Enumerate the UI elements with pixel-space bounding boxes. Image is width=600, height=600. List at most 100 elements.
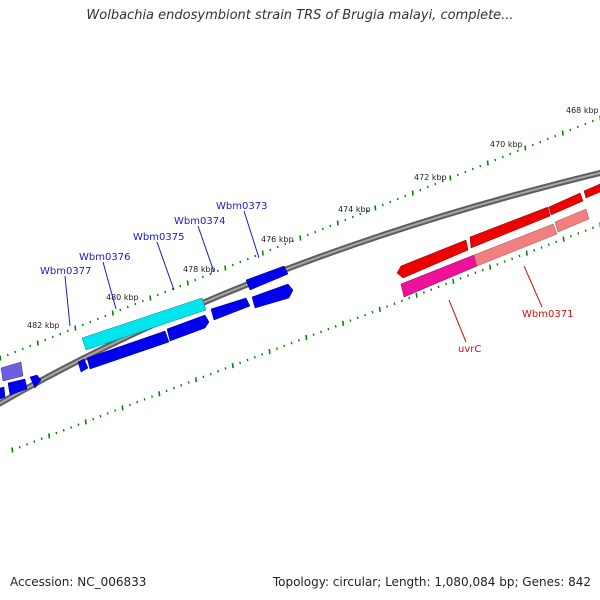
gene-reverse-d[interactable] — [583, 183, 600, 199]
outer-scale-tick — [404, 194, 407, 198]
outer-scale-tick — [156, 293, 159, 297]
gene-forward-g[interactable] — [29, 374, 42, 389]
outer-scale-tick — [486, 160, 489, 166]
gene-wbm0373[interactable] — [245, 265, 289, 291]
outer-scale-tick — [306, 233, 309, 237]
gene-label-wbm0377[interactable]: Wbm0377 — [40, 266, 91, 277]
inner-scale-tick — [459, 277, 462, 280]
inner-scale-tick — [364, 313, 367, 317]
accession-text: Accession: NC_006833 — [10, 575, 147, 589]
inner-scale-tick — [437, 285, 440, 289]
inner-scale-tick — [77, 423, 80, 426]
gene-label-wbm0371[interactable]: Wbm0371 — [522, 309, 573, 320]
inner-scale-tick — [187, 381, 190, 384]
gene-forward-a[interactable] — [251, 283, 294, 309]
inner-scale-tick — [158, 391, 161, 397]
gene-forward-e[interactable] — [0, 361, 24, 382]
inner-scale-tick — [48, 433, 51, 439]
gene-forward-d[interactable] — [77, 358, 89, 373]
inner-scale-tick — [422, 291, 425, 294]
gene-label-wbm0374[interactable]: Wbm0374 — [174, 216, 225, 227]
inner-scale-tick — [393, 302, 396, 306]
gene-labels: Wbm0373 Wbm0374 Wbm0375 Wbm0376 Wbm0377 … — [40, 201, 573, 355]
outer-scale-tick — [314, 230, 317, 234]
gene-forward-h[interactable] — [0, 386, 6, 400]
genome-backbone — [0, 170, 600, 407]
outer-scale-tick — [224, 265, 227, 271]
inner-scale-tick — [136, 400, 139, 404]
inner-scale-tick — [246, 358, 249, 362]
gene-label-uvrc[interactable]: uvrC — [458, 344, 481, 355]
inner-scale-tick — [474, 271, 477, 275]
inner-scale-tick — [62, 429, 65, 432]
scale-label-472: 472 kbp — [414, 173, 447, 182]
gene-reverse-a[interactable] — [396, 239, 469, 279]
inner-scale-tick — [121, 405, 124, 411]
outer-scale-tick — [119, 308, 122, 312]
outer-scale-tick — [254, 254, 257, 258]
gene-reverse-b[interactable] — [469, 206, 551, 249]
outer-scale-tick — [419, 188, 422, 192]
outer-scale-tick — [479, 164, 482, 168]
inner-scale-tick — [275, 347, 278, 351]
gene-reverse-pale[interactable] — [554, 208, 590, 233]
inner-scale-tick — [26, 443, 28, 446]
outer-scale-tick — [284, 242, 287, 246]
outer-scale-tick — [539, 140, 542, 144]
gene-forward-c[interactable] — [86, 330, 170, 370]
outer-scale-tick — [584, 122, 587, 126]
inner-scale-tick — [261, 353, 264, 356]
inner-scale-tick — [173, 386, 175, 390]
outer-scale-tick — [179, 284, 182, 288]
inner-scale-tick — [511, 257, 514, 261]
inner-scale-tick — [40, 437, 43, 441]
gene-forward-b[interactable] — [166, 314, 210, 342]
outer-scale-tick — [389, 200, 392, 204]
gene-wbm0371[interactable] — [473, 223, 558, 267]
gene-reverse-c[interactable] — [548, 192, 584, 216]
inner-scale-tick — [555, 240, 558, 244]
inner-scale-tick — [297, 338, 300, 342]
outer-scale-tick — [239, 260, 242, 264]
outer-scale-tick — [59, 332, 62, 336]
scale-label-470: 470 kbp — [490, 140, 523, 149]
outer-scale-tick — [216, 269, 219, 273]
outer-scale-tick — [44, 338, 47, 342]
inner-scale-tick — [99, 414, 102, 418]
inner-scale-tick — [334, 324, 337, 328]
inner-scale-tick — [518, 254, 521, 258]
inner-scale-tick — [467, 274, 469, 277]
inner-scale-tick — [224, 367, 227, 370]
inner-scale-tick — [92, 417, 95, 421]
inner-scale-tick — [481, 268, 484, 272]
outer-scale-tick — [149, 295, 152, 301]
gene-forward-f[interactable] — [7, 378, 28, 396]
gene-label-wbm0373[interactable]: Wbm0373 — [216, 201, 267, 212]
inner-scale-tick — [569, 235, 572, 238]
gene-wbm0376-highlight[interactable] — [81, 297, 207, 351]
inner-scale-tick — [195, 377, 198, 383]
inner-scale-tick — [33, 440, 36, 443]
outer-scale-tick — [111, 310, 114, 316]
outer-scale-tick — [164, 290, 167, 294]
gene-wbm0374[interactable] — [210, 297, 251, 321]
scale-label-474: 474 kbp — [338, 205, 371, 214]
forward-genes-outer — [0, 265, 294, 400]
gene-label-wbm0375[interactable]: Wbm0375 — [133, 232, 184, 243]
outer-scale-tick — [381, 203, 384, 207]
inner-scale-tick — [11, 447, 14, 453]
outer-scale-tick — [591, 119, 594, 123]
inner-scale-tick — [591, 226, 594, 230]
outer-scale-tick — [509, 152, 512, 156]
inner-scale-tick — [283, 344, 286, 348]
inner-scale-tick — [320, 330, 322, 334]
gene-label-wbm0376[interactable]: Wbm0376 — [79, 252, 130, 263]
inner-scale-tick — [180, 384, 183, 387]
outer-scale-tick — [74, 325, 77, 331]
outer-scale-tick — [36, 340, 39, 346]
inner-scale-tick — [356, 316, 359, 320]
scale-label-476: 476 kbp — [261, 235, 294, 244]
outer-scale-tick — [471, 167, 474, 171]
inner-scale-tick — [342, 320, 345, 326]
outer-scale-tick — [104, 314, 107, 318]
